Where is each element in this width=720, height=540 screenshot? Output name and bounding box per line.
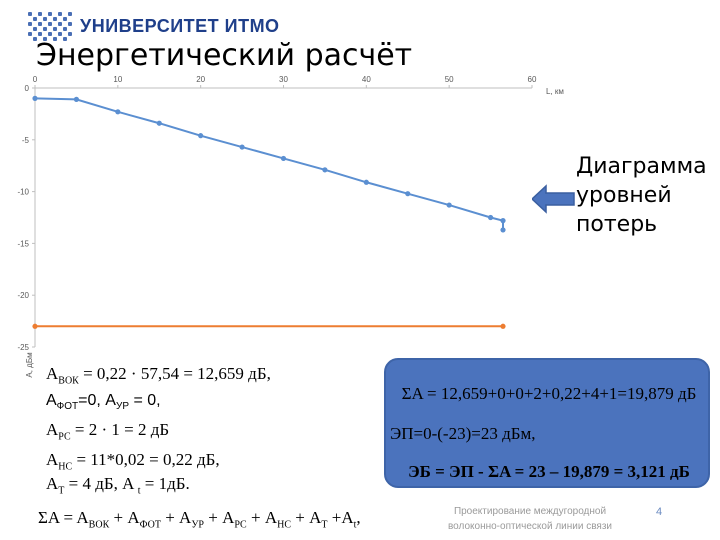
data-point	[280, 155, 287, 162]
data-point	[239, 144, 245, 150]
formula-text: = 0,	[129, 392, 161, 409]
formula-sub: ВОК	[88, 519, 110, 531]
formula-text: =0, A	[78, 392, 116, 409]
formula-text: + A	[204, 508, 235, 527]
logo-grid-icon	[28, 12, 74, 41]
box-sum-line: ΣA = 12,659+0+0+2+0,22+4+1=19,879 дБ	[401, 384, 697, 403]
box-ep-line: ЭП=0-(-23)=23 дБм,	[390, 424, 536, 443]
data-point	[500, 323, 506, 329]
data-point	[322, 167, 328, 173]
footer-line: волоконно-оптической линии связи	[447, 521, 613, 532]
y-axis-label: A, дБм	[25, 352, 34, 377]
formula-a-rs: AРС = 2 · 1 = 2 дБ	[46, 420, 169, 442]
data-point	[32, 95, 38, 101]
data-point	[32, 323, 38, 329]
formula-text: = 11*0,02 = 0,22 дБ,	[72, 450, 220, 469]
y-tick-label: -25	[17, 343, 29, 352]
left-arrow-icon	[532, 184, 575, 214]
formula-text: + A	[160, 508, 192, 527]
formula-text: A	[46, 420, 59, 439]
x-axis-label: L, км	[546, 87, 564, 96]
formula-sub: НС	[277, 519, 292, 531]
diagram-callout: Диаграмма уровней потерь	[576, 152, 707, 239]
data-point	[156, 120, 162, 126]
formula-text: = 1дБ.	[140, 474, 190, 493]
page-number: 4	[656, 506, 663, 518]
formula-sub: T	[321, 519, 328, 531]
callout-line: уровней	[576, 183, 672, 208]
x-tick-label: 20	[196, 75, 205, 84]
y-tick-label: 0	[25, 84, 30, 93]
formula-sub: t	[137, 485, 141, 497]
data-point	[487, 214, 494, 221]
logo-text: УНИВЕРСИТЕТ ИТМО	[80, 15, 280, 36]
data-point	[363, 179, 369, 185]
footer-caption: Проектирование междугородной волоконно-о…	[430, 504, 630, 534]
formula-sub: t	[353, 519, 357, 531]
formula-sub: УР	[115, 401, 130, 413]
formula-sub: РС	[58, 431, 71, 443]
data-point	[73, 96, 80, 102]
formula-sub: НС	[58, 461, 73, 473]
university-logo: УНИВЕРСИТЕТ ИТМО	[28, 10, 280, 42]
formula-sub: УР	[191, 519, 204, 531]
formula-sub: ФОТ	[56, 401, 79, 413]
data-point	[115, 109, 121, 115]
formula-text: A	[46, 474, 59, 493]
formula-a-vok: AВОК = 0,22 · 57,54 = 12,659 дБ,	[46, 364, 271, 386]
series-line	[34, 97, 505, 230]
result-box: ΣA = 12,659+0+0+2+0,22+4+1=19,879 дБ ЭП=…	[384, 358, 710, 488]
formula-text: + A	[246, 508, 278, 527]
formula-text: + A	[109, 508, 140, 527]
y-tick-label: -15	[17, 239, 29, 248]
formula-text: = 2 · 1 = 2 дБ	[70, 420, 170, 439]
x-tick-label: 10	[113, 75, 122, 84]
formula-sub: T	[58, 485, 65, 497]
formula-a-fot-ur: AФОТ=0, AУР = 0,	[46, 392, 161, 412]
formula-text: = 4 дБ, A	[64, 474, 138, 493]
formula-sub: РС	[234, 519, 247, 531]
x-tick-label: 60	[528, 75, 537, 84]
callout-line: Диаграмма	[576, 154, 707, 179]
y-tick-label: -20	[17, 291, 29, 300]
formula-a-ns: AНС = 11*0,02 = 0,22 дБ,	[46, 450, 220, 472]
formula-text: A	[46, 450, 59, 469]
page-title: Энергетический расчёт	[36, 38, 413, 73]
data-point	[405, 191, 411, 197]
formula-sub: ФОТ	[139, 519, 161, 531]
data-point	[198, 133, 204, 139]
data-point	[500, 218, 506, 224]
formula-sum-a: ΣA = AВОК + AФОТ + AУР + AРС + AНС + AT …	[38, 508, 361, 530]
y-tick-label: -10	[17, 188, 29, 197]
data-point	[500, 227, 506, 233]
formula-text: A	[46, 392, 57, 409]
formula-text: + A	[291, 508, 322, 527]
callout-line: потерь	[576, 212, 658, 237]
x-tick-label: 0	[33, 75, 38, 84]
formula-text: A	[46, 364, 59, 383]
y-tick-label: -5	[22, 136, 30, 145]
x-tick-label: 30	[279, 75, 288, 84]
x-tick-label: 40	[362, 75, 371, 84]
formula-text: +A	[327, 508, 354, 527]
box-eb-line: ЭБ = ЭП - ΣA = 23 – 19,879 = 3,121 дБ	[408, 462, 690, 481]
formula-text: ,	[356, 508, 361, 527]
data-point	[446, 202, 452, 208]
footer-line: Проектирование междугородной	[453, 506, 607, 517]
x-tick-label: 50	[445, 75, 454, 84]
formula-text: ΣA = A	[38, 508, 89, 527]
formula-a-t: AT = 4 дБ, A t = 1дБ.	[46, 474, 190, 496]
formula-text: = 0,22 · 57,54 = 12,659 дБ,	[78, 364, 271, 383]
formula-sub: ВОК	[58, 375, 79, 387]
